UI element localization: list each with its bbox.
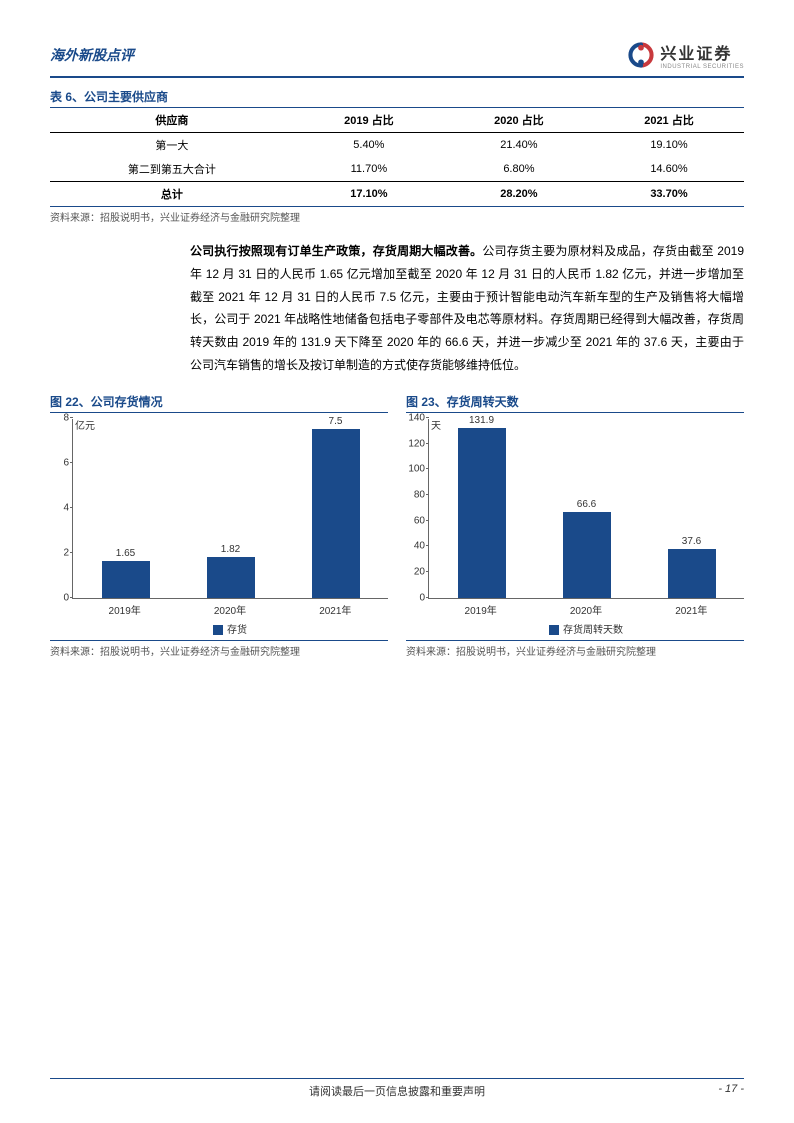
chart-23: 图 23、存货周转天数 天 131.966.637.6 020406080100… (406, 393, 744, 658)
chart-23-xlabels: 2019年 2020年 2021年 (428, 602, 744, 617)
chart-22-border (50, 640, 388, 641)
chart-23-source: 资料来源：招股说明书，兴业证券经济与金融研究院整理 (406, 643, 744, 658)
table-source: 资料来源：招股说明书，兴业证券经济与金融研究院整理 (50, 209, 744, 224)
chart-23-title: 图 23、存货周转天数 (406, 393, 744, 413)
page-header: 海外新股点评 兴业证券 INDUSTRIAL SECURITIES (50, 40, 744, 78)
chart-22-title: 图 22、公司存货情况 (50, 393, 388, 413)
chart-22-legend: 存货 (72, 621, 388, 636)
x-label: 2020年 (200, 602, 260, 617)
bar-value-label: 7.5 (329, 416, 343, 427)
chart-22: 图 22、公司存货情况 亿元 1.651.827.5 02468 2019年20… (50, 393, 388, 658)
bar-wrap: 7.5 (306, 416, 366, 598)
chart-23-border (406, 640, 744, 641)
y-tick: 2 (51, 547, 69, 558)
legend-swatch (213, 625, 223, 635)
y-tick: 4 (51, 502, 69, 513)
x-label: 2021年 (305, 602, 365, 617)
y-tick: 140 (407, 412, 425, 423)
bar-value-label: 1.82 (221, 544, 240, 555)
chart-22-area: 亿元 1.651.827.5 02468 (72, 419, 388, 599)
table-title: 表 6、公司主要供应商 (50, 88, 744, 108)
y-tick: 0 (51, 592, 69, 603)
footer-text: 请阅读最后一页信息披露和重要声明 (309, 1083, 485, 1099)
bar-value-label: 66.6 (577, 499, 596, 510)
logo-cn: 兴业证券 (660, 40, 744, 64)
bar-value-label: 131.9 (469, 415, 494, 426)
page-number: - 17 - (718, 1083, 744, 1095)
table-total-row: 总计 17.10% 28.20% 33.70% (50, 182, 744, 207)
col-header: 2019 占比 (294, 108, 444, 133)
table-row: 第二到第五大合计 11.70% 6.80% 14.60% (50, 157, 744, 182)
x-label: 2020年 (556, 602, 616, 617)
bar (668, 549, 716, 597)
paragraph-text: 公司存货主要为原材料及成品，存货由截至 2019 年 12 月 31 日的人民币… (190, 244, 744, 372)
x-label: 2019年 (451, 602, 511, 617)
bar-value-label: 37.6 (682, 536, 701, 547)
chart-22-xlabels: 2019年 2020年 2021年 (72, 602, 388, 617)
chart-23-legend: 存货周转天数 (428, 621, 744, 636)
bar-wrap: 131.9 (452, 415, 512, 598)
y-tick: 0 (407, 592, 425, 603)
y-tick: 6 (51, 457, 69, 468)
y-tick: 20 (407, 567, 425, 578)
bar (207, 557, 255, 598)
x-label: 2021年 (661, 602, 721, 617)
y-tick: 100 (407, 464, 425, 475)
bar (563, 512, 611, 598)
bar-value-label: 1.65 (116, 548, 135, 559)
x-label: 2019年 (95, 602, 155, 617)
y-tick: 80 (407, 489, 425, 500)
header-title: 海外新股点评 (50, 45, 134, 65)
bar (102, 561, 150, 598)
col-header: 2020 占比 (444, 108, 594, 133)
bar-wrap: 37.6 (662, 536, 722, 597)
chart-23-area: 天 131.966.637.6 020406080100120140 (428, 419, 744, 599)
logo-text: 兴业证券 INDUSTRIAL SECURITIES (660, 40, 744, 70)
bar-wrap: 66.6 (557, 499, 617, 598)
page-footer: 请阅读最后一页信息披露和重要声明 - 17 - (50, 1078, 744, 1099)
y-tick: 60 (407, 515, 425, 526)
chart-22-source: 资料来源：招股说明书，兴业证券经济与金融研究院整理 (50, 643, 388, 658)
paragraph-bold: 公司执行按照现有订单生产政策，存货周期大幅改善。 (190, 244, 482, 258)
charts-row: 图 22、公司存货情况 亿元 1.651.827.5 02468 2019年20… (50, 393, 744, 658)
legend-swatch (549, 625, 559, 635)
y-tick: 120 (407, 438, 425, 449)
bar-wrap: 1.65 (96, 548, 156, 598)
logo-icon (628, 42, 654, 68)
bar (458, 428, 506, 598)
chart-22-bars: 1.65 1.82 7.5 (73, 419, 388, 598)
company-logo: 兴业证券 INDUSTRIAL SECURITIES (628, 40, 744, 70)
chart-23-bars: 131.966.637.6 (429, 419, 744, 598)
bar-wrap: 1.82 (201, 544, 261, 598)
body-paragraph: 公司执行按照现有订单生产政策，存货周期大幅改善。公司存货主要为原材料及成品，存货… (190, 240, 744, 377)
y-tick: 40 (407, 541, 425, 552)
table-row: 第一大 5.40% 21.40% 19.10% (50, 133, 744, 158)
supplier-table: 供应商 2019 占比 2020 占比 2021 占比 第一大 5.40% 21… (50, 108, 744, 207)
col-header: 2021 占比 (594, 108, 744, 133)
table-header-row: 供应商 2019 占比 2020 占比 2021 占比 (50, 108, 744, 133)
col-header: 供应商 (50, 108, 294, 133)
logo-en: INDUSTRIAL SECURITIES (660, 64, 744, 70)
bar (312, 429, 360, 598)
y-tick: 8 (51, 412, 69, 423)
